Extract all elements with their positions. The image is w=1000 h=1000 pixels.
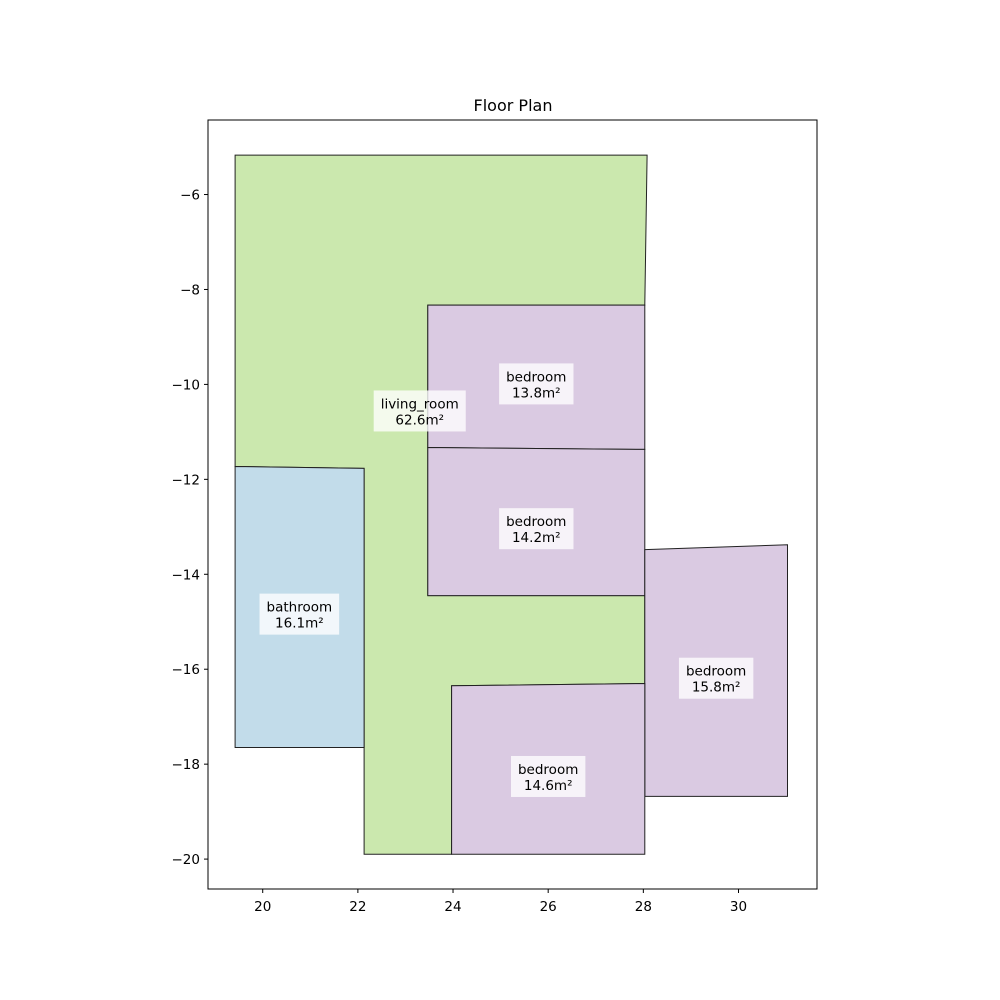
room-area-label: 15.8m² (692, 680, 741, 696)
room-label-background (259, 593, 340, 635)
room-area-label: 14.2m² (512, 530, 561, 546)
x-tick-label: 20 (254, 899, 271, 915)
y-tick-label: −14 (172, 567, 201, 583)
room-label-background (678, 657, 754, 699)
room-name-label: bedroom (506, 369, 566, 385)
room-name-label: living_room (381, 396, 459, 412)
plot-frame (207, 119, 818, 890)
y-tick-label: −10 (172, 377, 201, 393)
y-tick-label: −20 (172, 852, 201, 868)
y-tick-label: −16 (172, 662, 201, 678)
x-tick-label: 30 (730, 899, 747, 915)
y-tick-label: −6 (180, 188, 200, 204)
room-name-label: bedroom (506, 514, 566, 530)
room-name-label: bathroom (267, 600, 333, 616)
y-tick-label: −8 (180, 282, 200, 298)
x-tick-label: 26 (540, 899, 557, 915)
x-tick-label: 24 (444, 899, 461, 915)
room-area-label: 14.6m² (524, 778, 573, 794)
room-label-background (499, 508, 574, 550)
room-area-label: 13.8m² (512, 385, 561, 401)
room-name-label: bedroom (686, 664, 746, 680)
y-axis: −6 −8 −10 −12 −14 −16 −18 −20 (172, 188, 208, 868)
room-label-background (373, 390, 466, 432)
x-tick-label: 22 (349, 899, 366, 915)
x-tick-label: 28 (635, 899, 652, 915)
room-label-background (510, 755, 586, 797)
room-name-label: bedroom (518, 762, 578, 778)
room-area-label: 62.6m² (395, 412, 444, 428)
room-labels-layer: living_room62.6m²bathroom16.1m²bedroom13… (259, 363, 754, 797)
room-area-label: 16.1m² (275, 616, 324, 632)
y-tick-label: −18 (172, 757, 201, 773)
room-label-background (499, 363, 574, 405)
y-tick-label: −12 (172, 472, 201, 488)
chart-title: Floor Plan (474, 96, 553, 115)
x-axis: 20 22 24 26 28 30 (254, 889, 747, 915)
